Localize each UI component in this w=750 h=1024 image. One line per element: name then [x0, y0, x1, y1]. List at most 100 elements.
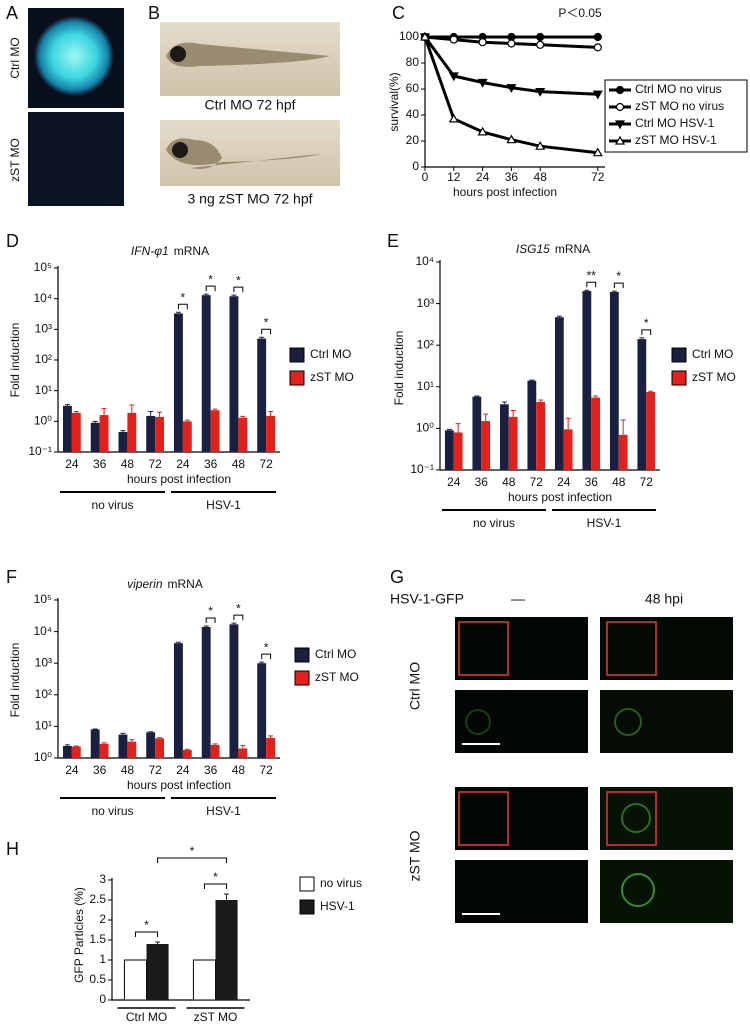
legend-swatch — [289, 347, 305, 363]
marker — [477, 78, 488, 88]
x-tick-label: 72 — [259, 763, 273, 777]
y-tick-label: 20 — [406, 133, 420, 147]
legend-label: zST MO — [315, 670, 359, 684]
x-tick-label: 72 — [148, 763, 162, 777]
legend-swatch — [294, 670, 310, 686]
error-bar — [446, 428, 452, 431]
embryo-image — [28, 112, 124, 206]
significance-label: * — [213, 870, 218, 884]
embryo-glow — [34, 16, 114, 96]
significance-label: * — [644, 316, 649, 330]
caption: Ctrl MO 72 hpf — [204, 97, 295, 113]
marker — [448, 113, 459, 123]
bar — [563, 429, 573, 470]
error-bar — [175, 311, 181, 314]
x-tick-label: 72 — [640, 475, 654, 489]
row-label: Ctrl MO — [407, 662, 423, 710]
error-bar — [565, 417, 571, 430]
chart-title: P＜0.05 — [558, 6, 602, 20]
x-axis-label: hours post infection — [127, 778, 231, 792]
x-tick-label: 72 — [148, 457, 162, 471]
error-bar — [259, 336, 265, 339]
error-bar — [148, 410, 154, 416]
y-tick-label: 1 — [99, 952, 106, 966]
y-tick-label: 2.5 — [89, 892, 106, 906]
marker — [506, 84, 517, 93]
significance-bracket — [177, 303, 188, 310]
bar — [229, 296, 239, 452]
bar — [155, 416, 165, 452]
y-tick-label: 10² — [35, 687, 52, 701]
x-tick-label: 36 — [93, 457, 107, 471]
legend-swatch — [299, 876, 315, 892]
marker — [535, 140, 546, 150]
y-tick-label: 0.5 — [89, 972, 106, 986]
bar — [146, 415, 156, 452]
row-label: zST MO — [407, 830, 423, 881]
x-tick-label: 36 — [204, 763, 218, 777]
marker — [615, 102, 625, 112]
error-bar — [510, 409, 516, 417]
error-bar — [538, 399, 544, 403]
error-bar — [240, 415, 246, 418]
significance-bracket — [157, 857, 228, 863]
y-tick-label: 10³ — [35, 322, 52, 336]
marker — [477, 126, 488, 136]
y-tick-label: 10³ — [35, 655, 52, 669]
y-tick-label: 10¹ — [35, 383, 52, 397]
error-bar — [101, 742, 107, 744]
marker — [592, 147, 603, 157]
error-bar — [455, 423, 461, 433]
bar — [646, 391, 656, 470]
group-label: no virus — [91, 804, 133, 818]
marker — [536, 40, 545, 49]
error-bar — [92, 728, 98, 730]
y-tick-label: 10³ — [417, 296, 434, 310]
y-tick-label: 10¹ — [35, 719, 52, 733]
bar — [182, 421, 192, 452]
error-bar — [620, 419, 626, 435]
y-tick-label: 10⁻¹ — [28, 444, 52, 458]
bar — [71, 412, 81, 452]
row-label: zST MO — [8, 138, 22, 182]
error-bar — [148, 731, 154, 733]
y-tick-label: 10⁰ — [416, 421, 434, 435]
x-tick-label: 36 — [475, 475, 489, 489]
x-tick-label: 24 — [65, 457, 79, 471]
x-tick-label: 24 — [176, 457, 190, 471]
significance-label: ** — [587, 268, 597, 282]
x-tick-label: 48 — [232, 457, 246, 471]
legend-label: Ctrl MO HSV-1 — [635, 116, 715, 130]
group-label: HSV-1 — [587, 516, 622, 530]
marker — [506, 134, 517, 144]
panel-label: B — [148, 3, 160, 23]
bar — [146, 732, 156, 758]
bar — [238, 417, 248, 452]
series-line — [423, 36, 598, 96]
bar — [257, 663, 267, 758]
bar — [444, 430, 454, 470]
fluorescence-images — [455, 617, 733, 923]
x-tick-label: Ctrl MO — [126, 1010, 167, 1024]
bar — [90, 422, 100, 452]
error-bar — [92, 420, 98, 423]
error-bar — [175, 641, 181, 644]
significance-bracket — [261, 653, 272, 660]
y-tick-label: 1.5 — [89, 932, 106, 946]
error-bar — [268, 410, 274, 416]
significance-label: * — [190, 844, 195, 858]
error-bar — [259, 661, 265, 664]
bar — [71, 746, 81, 758]
error-bar — [501, 401, 507, 405]
x-tick-label: 72 — [530, 475, 544, 489]
x-axis-label: hours post infection — [508, 490, 612, 504]
legend-label: zST MO no virus — [635, 99, 724, 113]
legend-label: zST MO — [310, 370, 354, 384]
x-tick-label: 24 — [176, 763, 190, 777]
y-tick-label: 10⁻¹ — [410, 462, 434, 476]
group-label: no virus — [473, 516, 515, 530]
bar — [472, 396, 482, 470]
panel-label: G — [390, 567, 404, 587]
x-tick-label: 36 — [93, 763, 107, 777]
bar — [62, 405, 72, 452]
